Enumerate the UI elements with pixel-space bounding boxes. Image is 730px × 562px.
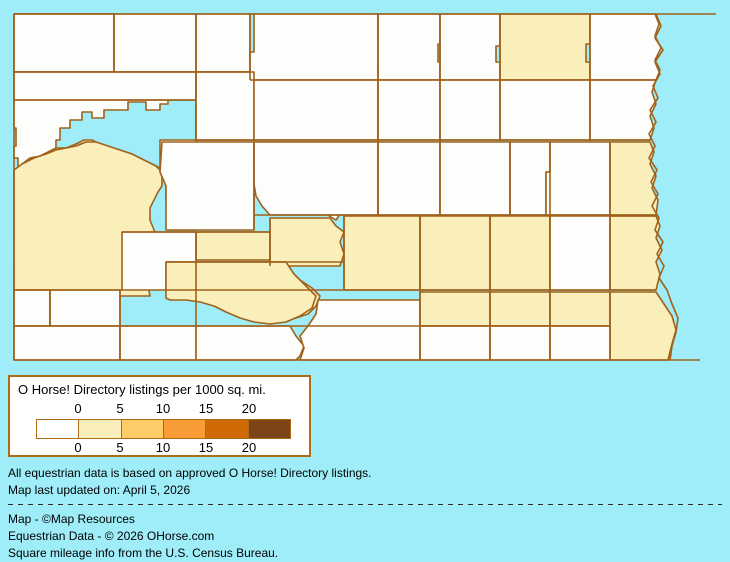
legend-tick-bottom-15: 15 bbox=[198, 440, 214, 455]
county-burleigh[interactable] bbox=[343, 215, 421, 291]
legend-title: O Horse! Directory listings per 1000 sq.… bbox=[18, 382, 266, 397]
county-rolette[interactable] bbox=[377, 13, 441, 81]
county-williams-rect[interactable] bbox=[13, 71, 197, 101]
county-oliver[interactable] bbox=[269, 217, 345, 267]
footer-note-1: All equestrian data is based on approved… bbox=[8, 466, 372, 480]
county-mountrail-fix[interactable] bbox=[195, 71, 255, 141]
county-lamoure[interactable] bbox=[489, 291, 551, 327]
legend-tick-top-5: 5 bbox=[116, 401, 124, 416]
county-mclean-body[interactable] bbox=[253, 141, 379, 216]
county-golden-valley-body[interactable] bbox=[13, 289, 51, 327]
legend-swatch-5[interactable] bbox=[248, 420, 290, 438]
county-logan[interactable] bbox=[419, 291, 491, 327]
county-eddy[interactable] bbox=[509, 141, 551, 216]
legend-swatch-3[interactable] bbox=[163, 420, 207, 438]
east-river-border bbox=[648, 13, 679, 361]
county-mcintosh[interactable] bbox=[419, 325, 491, 361]
county-pierce[interactable] bbox=[439, 79, 501, 141]
legend-tick-top-15: 15 bbox=[198, 401, 214, 416]
legend: O Horse! Directory listings per 1000 sq.… bbox=[8, 375, 311, 457]
county-nelson[interactable] bbox=[545, 141, 611, 216]
legend-swatch-4[interactable] bbox=[206, 420, 249, 438]
legend-tick-bottom-10: 10 bbox=[155, 440, 171, 455]
county-morton-body[interactable] bbox=[165, 261, 317, 325]
footer: All equestrian data is based on approved… bbox=[8, 465, 722, 562]
county-cavalier[interactable] bbox=[499, 13, 591, 81]
legend-ticks-bottom: 0 5 10 15 20 bbox=[10, 440, 313, 456]
legend-swatch-2[interactable] bbox=[121, 420, 164, 438]
map-canvas[interactable] bbox=[0, 0, 730, 368]
county-ward[interactable] bbox=[253, 79, 379, 141]
county-layer bbox=[13, 13, 716, 361]
footer-divider bbox=[8, 504, 722, 505]
footer-credit-2: Equestrian Data - © 2026 OHorse.com bbox=[8, 529, 215, 543]
legend-tick-bottom-20: 20 bbox=[241, 440, 257, 455]
county-sheridan[interactable] bbox=[377, 141, 441, 216]
footer-credit-3: Square mileage info from the U.S. Census… bbox=[8, 546, 279, 560]
legend-swatch-0[interactable] bbox=[37, 420, 80, 438]
legend-swatch-1[interactable] bbox=[79, 420, 122, 438]
county-dickey[interactable] bbox=[489, 325, 551, 361]
footer-credit-1: Map - ©Map Resources bbox=[8, 512, 135, 526]
county-billings[interactable] bbox=[49, 289, 121, 327]
county-ransom[interactable] bbox=[549, 291, 611, 327]
county-mchenry[interactable] bbox=[377, 79, 441, 141]
county-emmons[interactable] bbox=[299, 299, 421, 361]
legend-tick-top-20: 20 bbox=[241, 401, 257, 416]
county-dunn-body[interactable] bbox=[159, 141, 255, 231]
legend-ticks-top: 0 5 10 15 20 bbox=[10, 401, 313, 417]
county-cass[interactable] bbox=[609, 215, 663, 291]
county-kidder[interactable] bbox=[419, 215, 491, 291]
county-internal-lines bbox=[13, 13, 716, 361]
county-sargent[interactable] bbox=[549, 325, 611, 361]
county-grant[interactable] bbox=[195, 325, 305, 361]
county-barnes[interactable] bbox=[549, 215, 611, 291]
north-dakota-county-map[interactable] bbox=[0, 0, 730, 368]
county-bottineau[interactable] bbox=[249, 13, 383, 81]
county-stutsman[interactable] bbox=[489, 215, 551, 291]
legend-tick-top-0: 0 bbox=[74, 401, 82, 416]
county-pembina[interactable] bbox=[589, 13, 662, 81]
county-wells[interactable] bbox=[439, 141, 511, 216]
legend-tick-bottom-5: 5 bbox=[116, 440, 124, 455]
county-renville[interactable] bbox=[195, 13, 251, 73]
legend-color-ramp[interactable] bbox=[36, 419, 291, 439]
county-mercer[interactable] bbox=[195, 231, 271, 261]
legend-tick-bottom-0: 0 bbox=[74, 440, 82, 455]
county-ramsey[interactable] bbox=[499, 79, 591, 141]
county-towner[interactable] bbox=[439, 13, 501, 81]
county-slope[interactable] bbox=[13, 325, 121, 361]
county-burke[interactable] bbox=[113, 13, 197, 73]
legend-tick-top-10: 10 bbox=[155, 401, 171, 416]
county-hettinger[interactable] bbox=[119, 325, 197, 361]
county-divide-shape[interactable] bbox=[13, 13, 115, 73]
footer-note-2: Map last updated on: April 5, 2026 bbox=[8, 483, 191, 497]
county-walsh[interactable] bbox=[589, 79, 657, 141]
